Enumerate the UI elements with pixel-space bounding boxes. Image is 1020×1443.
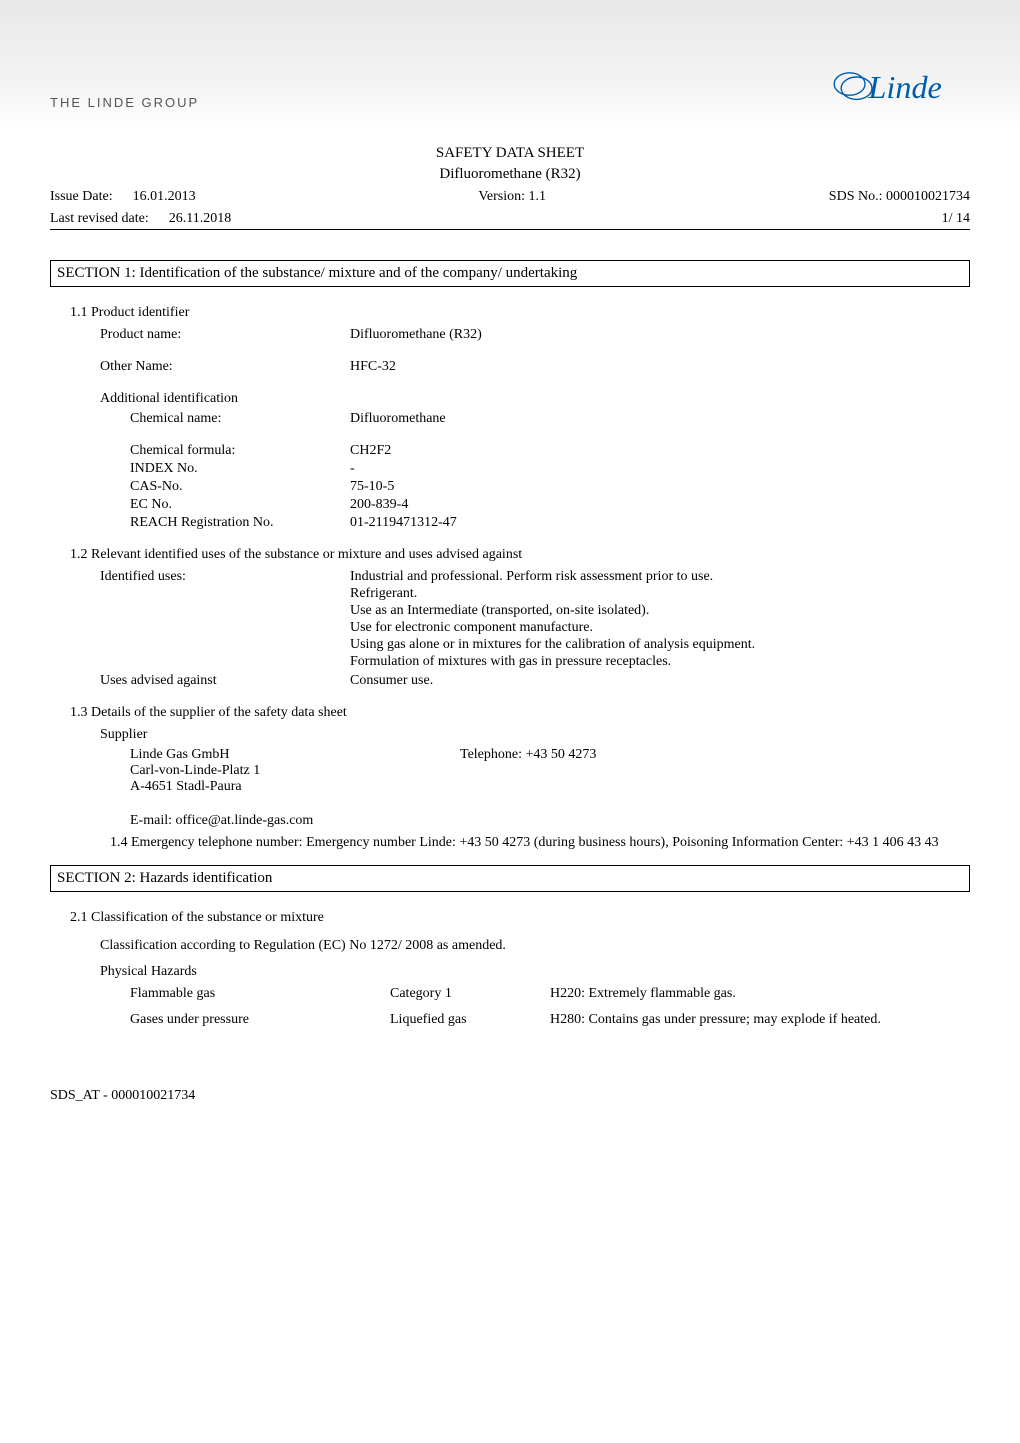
classification-intro: Classification according to Regulation (… — [100, 938, 970, 954]
last-revised-label: Last revised date: — [50, 211, 149, 227]
identified-uses: Industrial and professional. Perform ris… — [350, 569, 970, 671]
version-label: Version: — [478, 189, 525, 204]
supplier-name: Linde Gas GmbH — [130, 747, 460, 763]
section-1-heading: SECTION 1: Identification of the substan… — [50, 260, 970, 287]
hazard-class: Gases under pressure — [130, 1012, 390, 1028]
identified-uses-label: Identified uses: — [100, 569, 350, 671]
s1-2-label: 1.2 Relevant identified uses of the subs… — [70, 547, 970, 563]
s1-1-label: 1.1 Product identifier — [70, 305, 970, 321]
section-2-heading: SECTION 2: Hazards identification — [50, 865, 970, 892]
product-name: Difluoromethane (R32) — [350, 327, 970, 343]
meta-row-1: Issue Date: 16.01.2013 Version: 1.1 SDS … — [50, 189, 970, 205]
supplier-phone-block: Telephone: +43 50 4273 — [460, 747, 970, 795]
hazard-class: Flammable gas — [130, 986, 390, 1002]
supplier-address: Linde Gas GmbH Carl-von-Linde-Platz 1 A-… — [130, 747, 460, 795]
identified-use-line: Use as an Intermediate (transported, on-… — [350, 603, 970, 619]
meta-row-2: Last revised date: 26.11.2018 1/ 14 — [50, 211, 970, 227]
doc-title: SAFETY DATA SHEET — [50, 145, 970, 162]
index-no: - — [350, 461, 970, 477]
supplier-email-block: E-mail: office@at.linde-gas.com — [130, 813, 970, 829]
last-revised: 26.11.2018 — [169, 211, 231, 227]
header-band: THE LINDE GROUP Linde — [0, 0, 1020, 130]
issue-date: 16.01.2013 — [133, 189, 196, 205]
sds-no: 000010021734 — [886, 189, 970, 204]
ec-no-label: EC No. — [130, 497, 350, 513]
other-name: HFC-32 — [350, 359, 970, 375]
s1-4-emergency: 1.4 Emergency telephone number: Emergenc… — [70, 835, 970, 851]
doc-subtitle: Difluoromethane (R32) — [50, 166, 970, 183]
index-no-label: INDEX No. — [130, 461, 350, 477]
hazard-statement: H220: Extremely flammable gas. — [550, 986, 970, 1002]
supplier-phone: +43 50 4273 — [526, 747, 597, 762]
page-number: 1/ 14 — [942, 211, 970, 227]
linde-logo: Linde — [830, 60, 970, 120]
identified-use-line: Formulation of mixtures with gas in pres… — [350, 654, 970, 670]
reach-no: 01-2119471312-47 — [350, 515, 970, 531]
chemical-formula: CH2F2 — [350, 443, 970, 459]
chemical-name-label: Chemical name: — [130, 411, 350, 427]
cas-no: 75-10-5 — [350, 479, 970, 495]
ec-no: 200-839-4 — [350, 497, 970, 513]
supplier-label: Supplier — [100, 727, 970, 743]
chemical-formula-label: Chemical formula: — [130, 443, 350, 459]
issue-date-label: Issue Date: — [50, 189, 113, 205]
supplier-email-label: E-mail: — [130, 813, 172, 828]
meta-rule — [50, 229, 970, 230]
supplier-addr1: Carl-von-Linde-Platz 1 — [130, 763, 460, 779]
physical-hazards-label: Physical Hazards — [100, 964, 970, 980]
s1-3-label: 1.3 Details of the supplier of the safet… — [70, 705, 970, 721]
other-name-label: Other Name: — [100, 359, 350, 375]
reach-label: REACH Registration No. — [130, 515, 350, 531]
hazard-row: Flammable gasCategory 1H220: Extremely f… — [130, 986, 970, 1002]
version: 1.1 — [529, 189, 547, 204]
identified-use-line: Industrial and professional. Perform ris… — [350, 569, 970, 585]
hazard-statement: H280: Contains gas under pressure; may e… — [550, 1012, 970, 1028]
supplier-email: office@at.linde-gas.com — [176, 813, 314, 828]
hazard-category: Liquefied gas — [390, 1012, 550, 1028]
hazard-category: Category 1 — [390, 986, 550, 1002]
logo-text: Linde — [868, 69, 942, 105]
uses-against: Consumer use. — [350, 673, 970, 689]
supplier-addr2: A-4651 Stadl-Paura — [130, 779, 460, 795]
cas-no-label: CAS-No. — [130, 479, 350, 495]
company-tag: THE LINDE GROUP — [50, 95, 199, 110]
identified-use-line: Use for electronic component manufacture… — [350, 620, 970, 636]
hazard-table: Flammable gasCategory 1H220: Extremely f… — [130, 986, 970, 1028]
identified-use-line: Refrigerant. — [350, 586, 970, 602]
footer-text: SDS_AT - 000010021734 — [50, 1088, 970, 1104]
identified-use-line: Using gas alone or in mixtures for the c… — [350, 637, 970, 653]
product-name-label: Product name: — [100, 327, 350, 343]
s2-1-label: 2.1 Classification of the substance or m… — [70, 910, 970, 926]
sds-no-label: SDS No.: — [829, 189, 883, 204]
chemical-name: Difluoromethane — [350, 411, 970, 427]
uses-against-label: Uses advised against — [100, 673, 350, 689]
addl-id-label: Additional identification — [100, 391, 970, 407]
version-block: Version: 1.1 — [478, 189, 546, 205]
hazard-row: Gases under pressureLiquefied gasH280: C… — [130, 1012, 970, 1028]
supplier-phone-label: Telephone: — [460, 747, 522, 762]
